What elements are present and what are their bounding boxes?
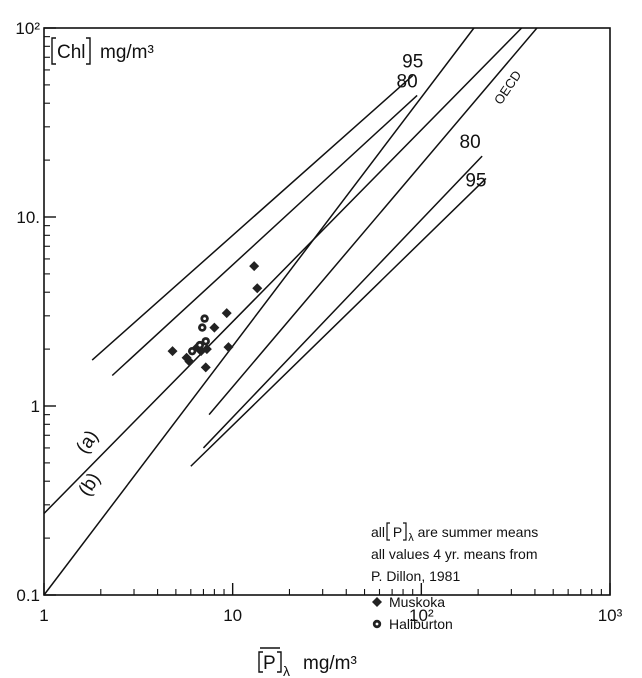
haliburton-point-center [204,339,208,343]
x-label-symbol: P [263,653,276,674]
fit-line [202,155,483,449]
line-label: 95 [402,52,423,73]
legend: Muskoka Haliburton [372,594,453,632]
muskoka-point [167,346,178,357]
x-tick-label: 1 [39,606,48,625]
y-label-symbol: Chl [57,42,86,63]
fit-line [190,177,487,467]
x-tick-label: 10³ [598,606,623,625]
y-tick-label: 0.1 [16,586,40,605]
haliburton-point-center [190,349,194,353]
annotation-line-1-post: are summer means [414,524,538,540]
annotation-line-1-pre: all [371,524,389,540]
annotation-subscript: λ [408,532,414,544]
annotation-bracket-left [386,522,390,541]
line-label: (a) [72,427,102,458]
annotation-line-2: all values 4 yr. means from [371,546,538,562]
line-label: (b) [75,469,105,500]
haliburton-point-center [198,343,202,347]
y-label-bracket-left [51,37,56,65]
line-label: OECD [491,68,524,108]
x-tick-label: 10 [223,606,242,625]
fit-line [208,27,538,416]
fit-line [43,27,523,514]
annotation-symbol: P [393,524,402,540]
y-tick-label: 1 [31,397,40,416]
data-points [167,261,263,373]
x-label-bracket-right [277,651,282,673]
fit-line [43,27,475,596]
annotation-bracket-right [403,522,407,541]
muskoka-point [221,308,232,319]
legend-muskoka-marker [372,597,382,607]
annotation-line-3: P. Dillon, 1981 [371,568,460,584]
x-label-subscript: λ [283,663,290,678]
regression-lines [43,27,538,596]
y-label-unit: mg/m³ [100,42,154,63]
legend-haliburton-marker-center [375,622,379,626]
y-tick-label: 10. [16,208,40,227]
plot-frame [43,27,611,596]
x-label-unit: mg/m³ [303,653,357,674]
line-label: 95 [465,170,486,191]
muskoka-point [209,322,220,333]
haliburton-point-center [203,317,207,321]
x-tick-label: 10² [409,606,434,625]
legend-haliburton-label: Haliburton [389,616,453,632]
fit-line [111,94,418,377]
y-axis-label: Chl mg/m³ [51,37,154,65]
haliburton-point-center [200,326,204,329]
muskoka-point [200,362,211,373]
line-label: 80 [460,132,481,153]
line-label: 80 [397,71,418,92]
muskoka-point [249,261,260,272]
muskoka-point [252,283,263,294]
muskoka-point [201,344,212,355]
y-tick-label: 10² [15,19,40,38]
x-label-bracket-left [258,651,263,673]
y-label-bracket-right [86,37,91,65]
x-axis-label: P λ mg/m³ [258,647,357,678]
legend-muskoka-label: Muskoka [389,594,445,610]
muskoka-point [184,356,195,367]
muskoka-point [223,342,234,353]
fit-line [91,75,414,361]
